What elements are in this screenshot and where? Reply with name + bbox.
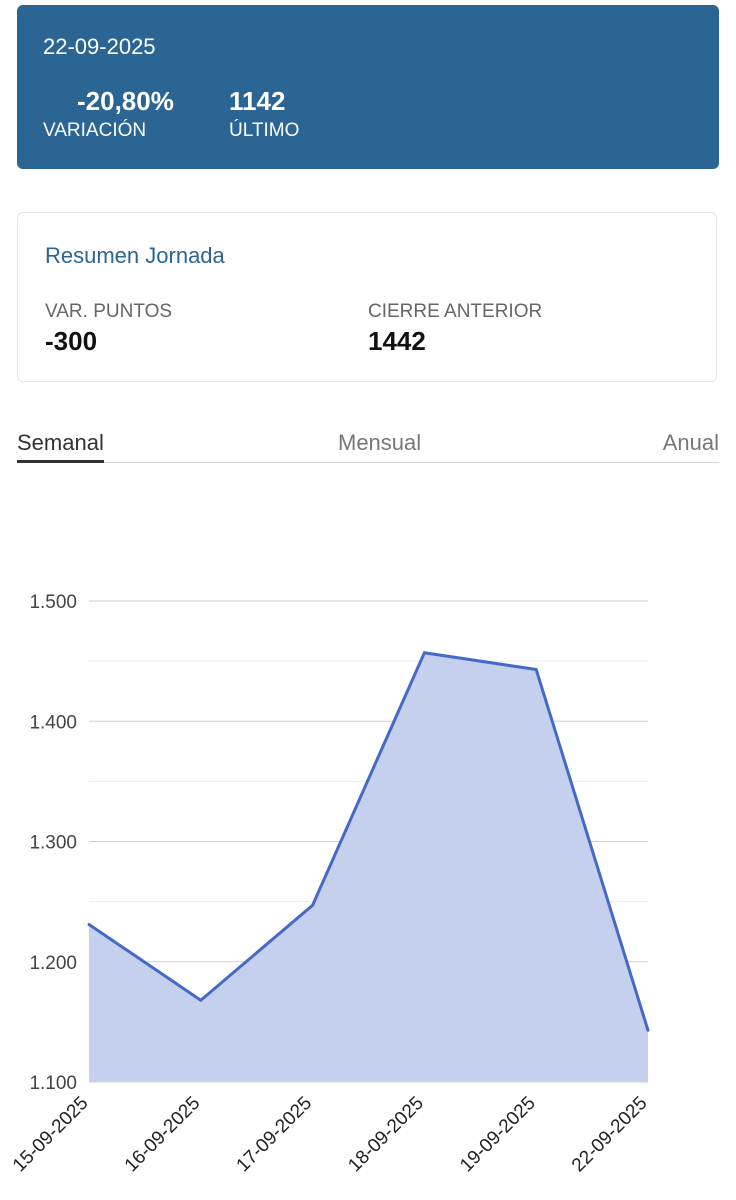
series-line bbox=[88, 651, 650, 1031]
y-tick-label: 1.200 bbox=[29, 953, 77, 974]
tab-anual[interactable]: Anual bbox=[662, 430, 719, 455]
tab-mensual[interactable]: Mensual bbox=[338, 430, 422, 455]
data-point bbox=[646, 1028, 650, 1032]
y-tick-label: 1.300 bbox=[29, 833, 77, 854]
data-point bbox=[422, 651, 426, 655]
points-label: VAR. PUNTOS bbox=[45, 301, 173, 322]
data-point bbox=[311, 903, 315, 907]
variation-value: -20,80% bbox=[77, 86, 174, 116]
y-tick-label: 1.500 bbox=[29, 592, 77, 613]
data-point bbox=[87, 922, 91, 926]
y-tick-label: 1.400 bbox=[29, 712, 77, 733]
quote-header: 22-09-2025 -20,80% VARIACIÓN 1142 ÚLTIMO bbox=[17, 5, 719, 169]
last-value: 1142 bbox=[229, 86, 286, 116]
x-tick-label: 17-09-2025 bbox=[233, 1093, 317, 1177]
data-point bbox=[199, 998, 203, 1002]
quote-date: 22-09-2025 bbox=[43, 34, 156, 59]
x-tick-label: 16-09-2025 bbox=[121, 1093, 205, 1177]
tab-semanal[interactable]: Semanal bbox=[17, 430, 104, 463]
x-tick-label: 22-09-2025 bbox=[568, 1093, 652, 1177]
data-point bbox=[534, 668, 538, 672]
area-fill bbox=[89, 652, 648, 1082]
summary-card: Resumen Jornada VAR. PUNTOS -300 CIERRE … bbox=[17, 212, 717, 382]
prev-close-value: 1442 bbox=[368, 326, 426, 356]
last-label: ÚLTIMO bbox=[229, 120, 300, 141]
x-tick-label: 18-09-2025 bbox=[344, 1093, 428, 1177]
period-tabs: Semanal Mensual Anual bbox=[17, 426, 719, 463]
price-chart: 1.100 1.200 1.300 1.400 1.500 15-09-2025 16-09… bbox=[9, 592, 652, 1177]
points-value: -300 bbox=[45, 326, 98, 356]
summary-title: Resumen Jornada bbox=[45, 243, 225, 268]
x-tick-label: 19-09-2025 bbox=[456, 1093, 540, 1177]
prev-close-label: CIERRE ANTERIOR bbox=[368, 301, 543, 322]
y-tick-label: 1.100 bbox=[29, 1073, 77, 1094]
variation-label: VARIACIÓN bbox=[43, 120, 147, 141]
x-tick-label: 15-09-2025 bbox=[9, 1093, 93, 1177]
